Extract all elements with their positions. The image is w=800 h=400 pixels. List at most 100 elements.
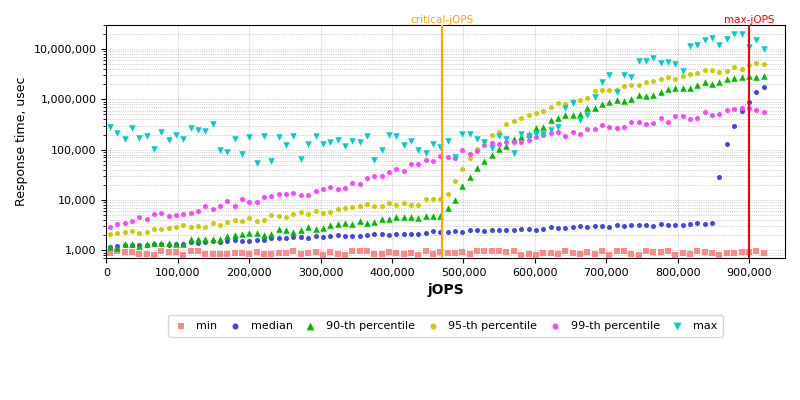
max [280,142,293,148]
max [662,59,674,66]
90-th percentile [493,146,506,153]
min [287,248,300,255]
90-th percentile [530,125,542,131]
95-th percentile [478,138,491,144]
max [243,134,256,140]
99-th percentile [559,132,572,139]
90-th percentile [353,218,366,224]
95-th percentile [750,60,762,66]
min [507,248,520,254]
min [147,252,160,258]
99-th percentile [574,130,586,137]
max [750,36,762,43]
90-th percentile [449,196,462,203]
max [559,105,572,112]
max [140,133,153,139]
max [317,141,330,148]
min [228,249,241,256]
min [250,249,263,255]
min [713,252,726,258]
99-th percentile [706,112,718,118]
min [721,250,734,257]
99-th percentile [368,172,381,179]
99-th percentile [287,190,300,196]
max [442,138,454,144]
max [478,139,491,145]
90-th percentile [595,100,608,107]
median [206,238,219,244]
90-th percentile [118,241,131,247]
95-th percentile [331,206,344,212]
min [272,250,285,256]
min [324,249,337,255]
median [419,230,432,236]
90-th percentile [236,230,249,237]
max [302,140,314,147]
90-th percentile [214,235,226,242]
X-axis label: jOPS: jOPS [427,284,464,298]
median [170,241,182,248]
median [398,230,410,237]
median [309,233,322,240]
90-th percentile [191,235,204,242]
median [390,230,402,237]
median [221,238,234,244]
max [618,72,630,78]
max [324,138,337,145]
median [346,233,358,240]
90-th percentile [669,85,682,92]
min [170,248,182,255]
min [463,251,476,257]
max [514,131,527,138]
90-th percentile [735,74,748,81]
min [412,252,425,258]
99-th percentile [309,188,322,194]
90-th percentile [317,224,330,231]
min [632,252,645,258]
90-th percentile [184,236,197,242]
99-th percentile [133,214,146,220]
99-th percentile [170,212,182,218]
95-th percentile [155,226,168,232]
min [126,249,138,256]
99-th percentile [162,213,175,219]
90-th percentile [537,124,550,130]
99-th percentile [221,198,234,204]
90-th percentile [522,131,535,138]
90-th percentile [390,214,402,220]
median [735,108,748,114]
99-th percentile [140,216,153,222]
95-th percentile [522,112,535,118]
90-th percentile [684,85,697,92]
99-th percentile [338,184,351,191]
median [258,237,270,243]
min [390,250,402,256]
99-th percentile [507,139,520,145]
95-th percentile [514,115,527,122]
max [368,157,381,163]
min [103,250,116,256]
median [177,241,190,247]
max [507,150,520,156]
90-th percentile [258,232,270,238]
min [309,249,322,256]
max [412,147,425,153]
90-th percentile [486,152,498,158]
99-th percentile [382,168,395,175]
90-th percentile [206,236,219,242]
99-th percentile [426,158,439,165]
max [155,129,168,135]
99-th percentile [662,118,674,125]
95-th percentile [559,101,572,108]
min [442,250,454,257]
95-th percentile [721,68,734,74]
median [294,234,307,240]
90-th percentile [361,220,374,226]
median [588,223,601,230]
max [419,150,432,156]
max [713,42,726,48]
95-th percentile [610,87,623,93]
min [698,249,711,255]
99-th percentile [478,142,491,148]
95-th percentile [456,166,469,172]
